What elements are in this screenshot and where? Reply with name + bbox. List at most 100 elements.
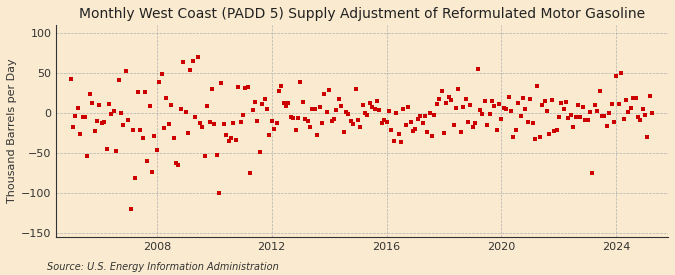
Point	[113, 78, 124, 82]
Point	[367, 105, 377, 109]
Point	[460, 96, 471, 101]
Point	[504, 95, 514, 100]
Point	[527, 121, 538, 125]
Point	[618, 117, 629, 122]
Point	[211, 153, 222, 157]
Point	[443, 95, 454, 100]
Point	[369, 107, 380, 111]
Point	[439, 131, 450, 135]
Point	[89, 129, 100, 133]
Point	[611, 74, 622, 78]
Point	[491, 128, 502, 132]
Point	[592, 108, 603, 113]
Point	[614, 101, 624, 106]
Point	[381, 120, 392, 124]
Point	[479, 98, 490, 103]
Point	[159, 125, 169, 130]
Point	[335, 104, 346, 108]
Point	[620, 98, 631, 103]
Point	[115, 111, 126, 116]
Point	[391, 111, 402, 115]
Point	[386, 128, 397, 132]
Point	[556, 101, 567, 105]
Point	[377, 121, 387, 125]
Point	[496, 117, 507, 121]
Point	[190, 114, 200, 119]
Point	[566, 113, 576, 117]
Point	[194, 120, 205, 125]
Point	[223, 138, 234, 143]
Point	[587, 170, 598, 175]
Point	[264, 133, 275, 138]
Point	[298, 100, 308, 104]
Point	[482, 123, 493, 127]
Point	[94, 103, 105, 108]
Point	[324, 87, 335, 92]
Point	[182, 130, 193, 135]
Point	[333, 97, 344, 101]
Point	[340, 109, 351, 114]
Point	[568, 125, 578, 130]
Point	[225, 136, 236, 140]
Point	[580, 118, 591, 122]
Point	[539, 99, 550, 103]
Point	[101, 147, 112, 152]
Point	[293, 116, 304, 120]
Point	[309, 107, 320, 111]
Point	[130, 175, 140, 180]
Point	[140, 90, 151, 94]
Point	[487, 98, 497, 103]
Point	[563, 116, 574, 121]
Point	[398, 107, 409, 111]
Point	[199, 154, 210, 158]
Point	[75, 132, 86, 137]
Point	[431, 102, 442, 106]
Point	[288, 116, 298, 120]
Point	[456, 130, 466, 134]
Point	[233, 85, 244, 89]
Point	[77, 115, 88, 119]
Point	[326, 119, 337, 123]
Point	[188, 59, 198, 63]
Point	[513, 101, 524, 106]
Point	[156, 72, 167, 76]
Point	[135, 128, 146, 132]
Point	[508, 134, 519, 139]
Point	[632, 115, 643, 119]
Point	[360, 110, 371, 115]
Point	[84, 92, 95, 96]
Point	[606, 102, 617, 106]
Point	[515, 114, 526, 118]
Point	[594, 88, 605, 93]
Point	[544, 132, 555, 136]
Y-axis label: Thousand Barrels per Day: Thousand Barrels per Day	[7, 59, 17, 203]
Point	[640, 112, 651, 117]
Point	[623, 109, 634, 114]
Point	[561, 100, 572, 105]
Point	[603, 110, 614, 115]
Point	[374, 108, 385, 112]
Point	[209, 122, 219, 127]
Point	[216, 81, 227, 85]
Point	[146, 170, 157, 174]
Point	[372, 98, 383, 103]
Title: Monthly West Coast (PADD 5) Supply Adjustment of Reformulated Motor Gasoline: Monthly West Coast (PADD 5) Supply Adjus…	[79, 7, 645, 21]
Point	[355, 124, 366, 129]
Point	[137, 136, 148, 141]
Point	[290, 128, 301, 133]
Point	[111, 149, 122, 153]
Point	[204, 119, 215, 124]
Point	[168, 136, 179, 141]
Point	[346, 118, 356, 123]
Point	[178, 59, 188, 64]
Point	[396, 140, 406, 145]
Point	[278, 101, 289, 106]
Point	[520, 107, 531, 111]
Point	[601, 124, 612, 128]
Point	[388, 139, 399, 143]
Point	[97, 120, 107, 125]
Point	[161, 95, 172, 100]
Point	[537, 103, 547, 107]
Point	[477, 112, 488, 116]
Point	[103, 102, 114, 107]
